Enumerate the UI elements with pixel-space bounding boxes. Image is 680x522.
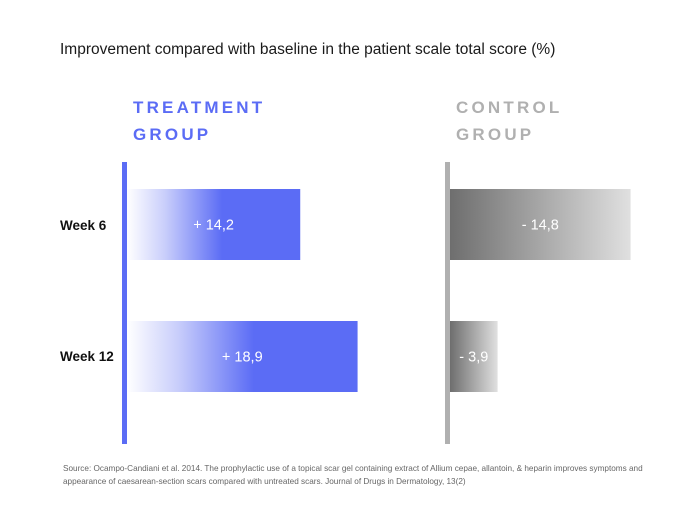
treatment-heading-line-1: TREATMENT <box>133 98 266 117</box>
treatment-heading-line-2: GROUP <box>133 125 212 144</box>
treatment-axis-line <box>122 162 127 444</box>
control-heading-line-2: GROUP <box>456 125 535 144</box>
row-label-week-6: Week 6 <box>60 218 107 233</box>
control-bar-week-12 <box>450 321 498 392</box>
treatment-bar-week-6 <box>127 189 301 260</box>
control-axis-line <box>445 162 450 444</box>
chart-title: Improvement compared with baseline in th… <box>60 41 556 58</box>
treatment-value-label-week-12: + 18,9 <box>222 350 263 366</box>
row-label-week-12: Week 12 <box>60 349 114 364</box>
control-group-heading: CONTROL GROUP <box>456 94 562 148</box>
treatment-bar-week-12 <box>127 321 358 392</box>
treatment-value-label-week-6: + 14,2 <box>193 218 234 234</box>
control-value-label-week-6: - 14,8 <box>522 218 559 234</box>
treatment-group-heading: TREATMENT GROUP <box>133 94 265 148</box>
source-note: Source: Ocampo-Candiani et al. 2014. The… <box>63 464 643 486</box>
control-bar-week-6 <box>450 189 631 260</box>
control-value-label-week-12: - 3,9 <box>459 350 488 366</box>
control-heading-line-1: CONTROL <box>456 98 563 117</box>
